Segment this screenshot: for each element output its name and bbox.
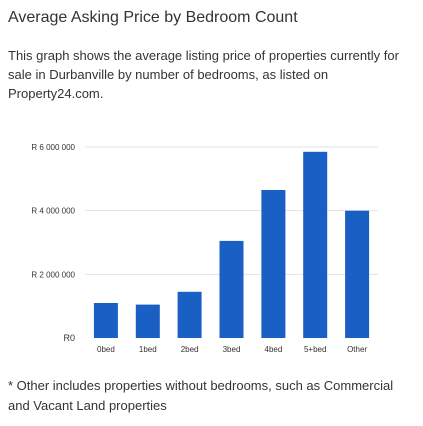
label-layer: R0 R 2 000 000 R 4 000 000 R 6 000 000 0bed 1… <box>31 143 367 354</box>
y-tick-label: R 4 000 000 <box>31 207 75 216</box>
x-tick-label: 1bed <box>139 345 157 354</box>
bar-chart-svg: R0 R 2 000 000 R 4 000 000 R 6 000 000 0bed 1… <box>31 143 378 354</box>
bar-chart: R0 R 2 000 000 R 4 000 000 R 6 000 000 0bed 1… <box>0 130 423 370</box>
y-tick-label: R 2 000 000 <box>31 270 75 279</box>
bar-5-bed <box>303 151 328 338</box>
chart-title: Average Asking Price by Bedroom Count <box>8 9 298 26</box>
chart-description: This graph shows the average listing pri… <box>8 48 399 101</box>
y-tick-label: R0 <box>63 333 75 343</box>
bar-1bed <box>135 304 160 338</box>
bar-other <box>345 210 370 338</box>
footnote: * Other includes properties without bedr… <box>8 378 394 413</box>
bar-4bed <box>261 190 286 338</box>
bar-3bed <box>219 240 244 338</box>
x-tick-label: 2bed <box>181 345 199 354</box>
x-tick-label: Other <box>347 345 367 354</box>
x-tick-label: 3bed <box>223 345 241 354</box>
bar-0bed <box>93 303 118 338</box>
bar-layer <box>93 151 370 338</box>
x-tick-label: 4bed <box>265 345 283 354</box>
x-tick-label: 0bed <box>97 345 115 354</box>
bar-2bed <box>177 291 202 338</box>
y-tick-label: R 6 000 000 <box>31 143 75 152</box>
x-tick-label: 5+bed <box>304 345 326 354</box>
